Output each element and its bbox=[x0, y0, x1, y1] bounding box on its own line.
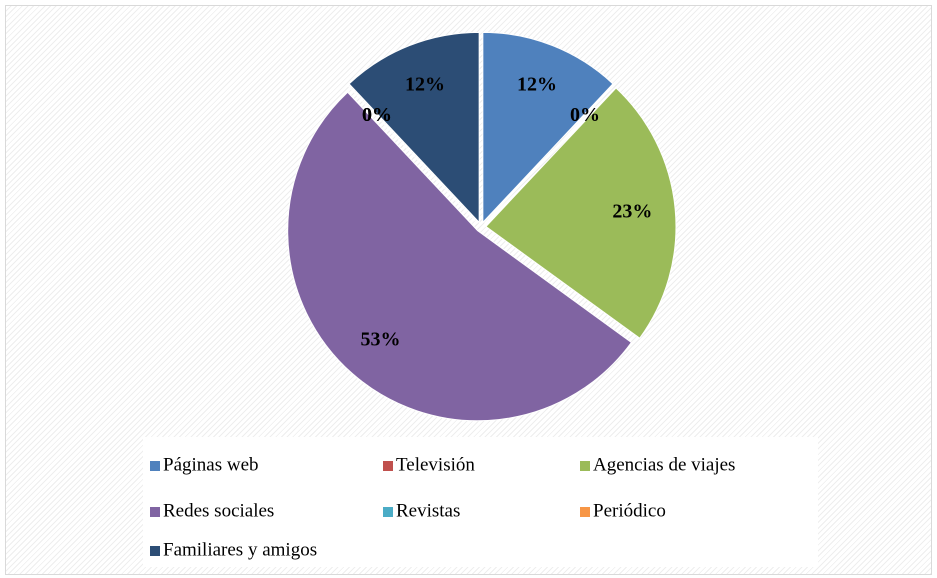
data-label: 23% bbox=[612, 200, 652, 222]
pie-slice bbox=[482, 31, 614, 224]
legend-swatch bbox=[383, 507, 393, 517]
legend-label: Familiares y amigos bbox=[163, 539, 317, 560]
legend-swatch bbox=[580, 507, 590, 517]
legend-swatch bbox=[150, 546, 160, 556]
legend-label: Páginas web bbox=[163, 454, 259, 475]
data-label: 53% bbox=[360, 329, 400, 351]
data-label: 0% bbox=[362, 104, 392, 126]
legend-label: Redes sociales bbox=[163, 500, 274, 521]
data-label: 12% bbox=[405, 73, 445, 95]
legend-swatch bbox=[383, 461, 393, 471]
data-label: 0% bbox=[362, 104, 392, 126]
pie-slice bbox=[485, 87, 677, 339]
pie-slice bbox=[348, 31, 480, 224]
legend-swatch bbox=[580, 461, 590, 471]
data-label: 0% bbox=[570, 104, 600, 126]
legend-swatch bbox=[150, 507, 160, 517]
data-label: 12% bbox=[517, 73, 557, 95]
legend-label: Agencias de viajes bbox=[593, 454, 735, 475]
legend-label: Televisión bbox=[396, 454, 475, 475]
legend-box bbox=[143, 437, 818, 567]
pie-slice bbox=[287, 91, 633, 422]
legend-label: Revistas bbox=[396, 500, 460, 521]
legend-swatch bbox=[150, 461, 160, 471]
legend-label: Periódico bbox=[593, 500, 666, 521]
